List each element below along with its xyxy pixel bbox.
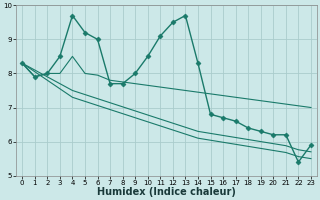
X-axis label: Humidex (Indice chaleur): Humidex (Indice chaleur) (97, 187, 236, 197)
